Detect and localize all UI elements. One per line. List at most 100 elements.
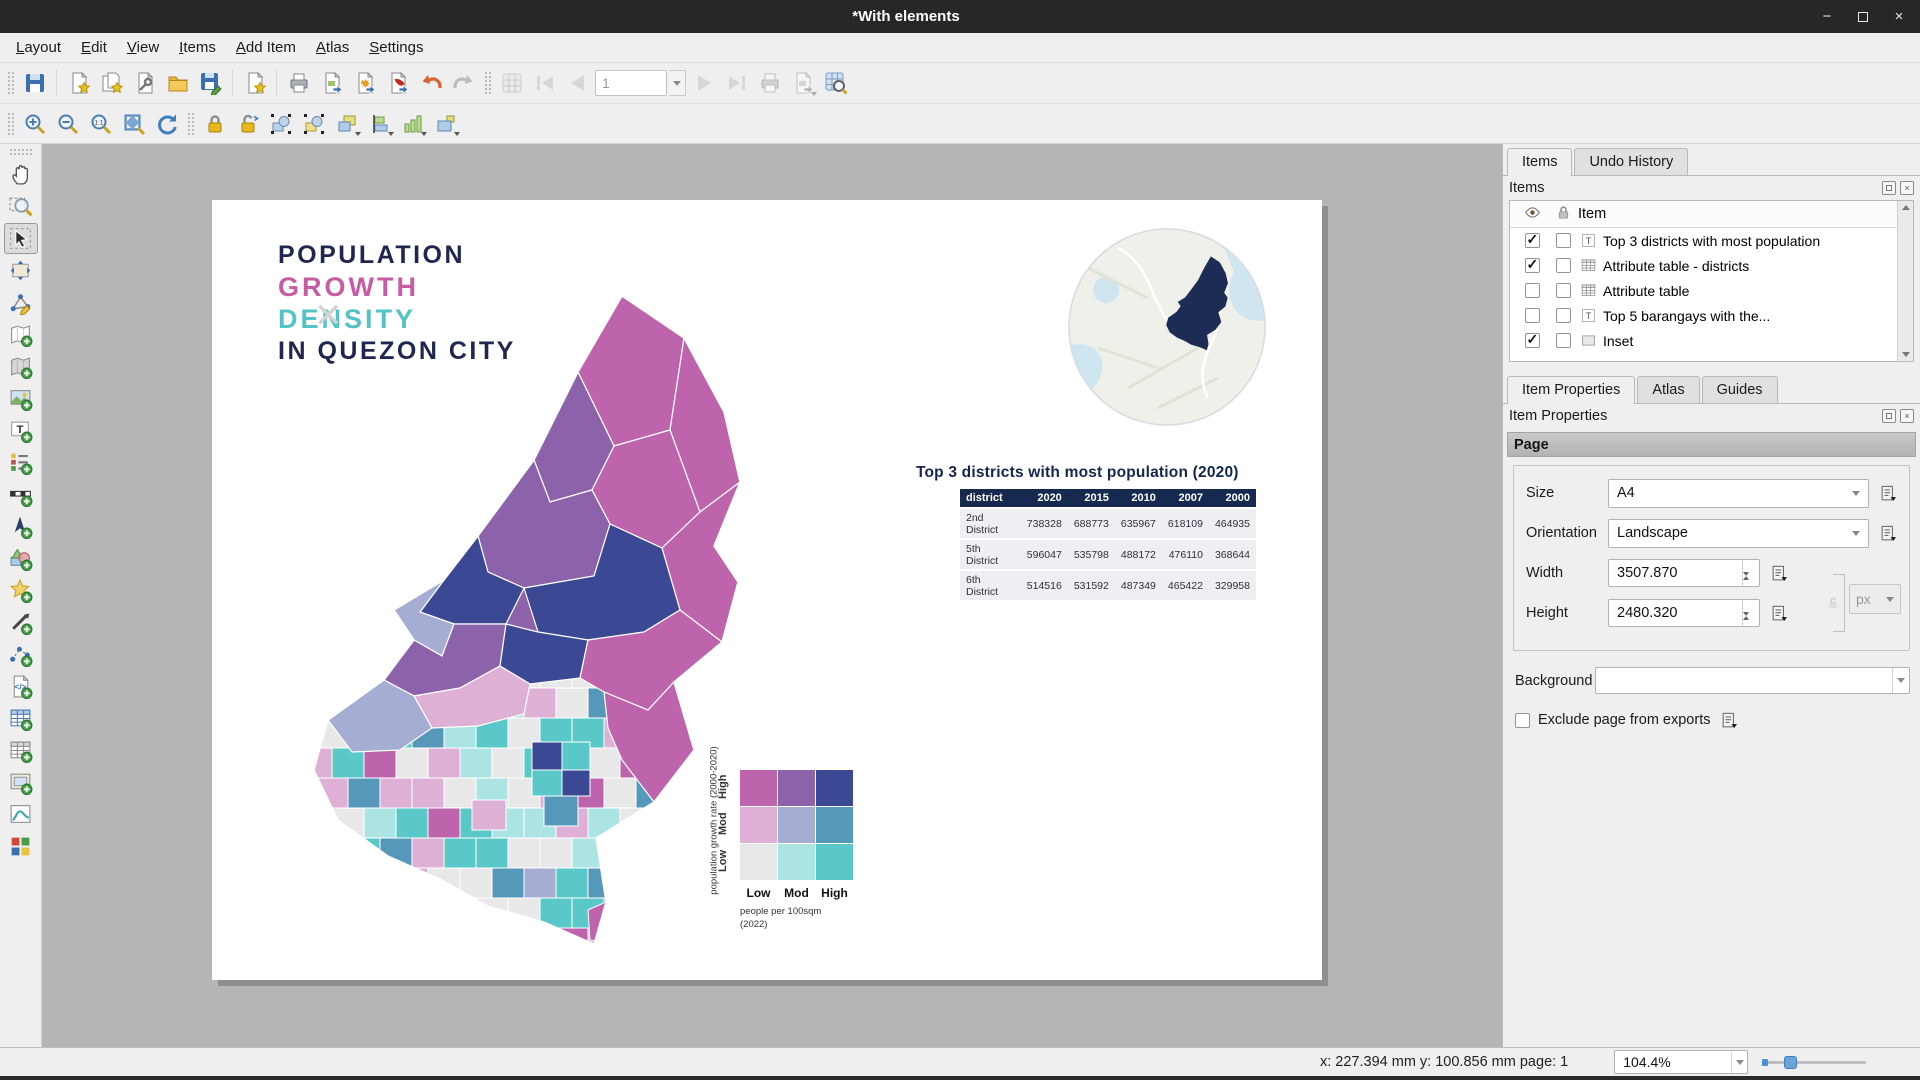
preview-atlas-button[interactable] <box>820 68 851 99</box>
slider-handle[interactable] <box>1784 1056 1797 1069</box>
slider-track[interactable] <box>1762 1061 1866 1064</box>
scroll-up-icon[interactable] <box>1902 205 1910 210</box>
lock-checkbox[interactable] <box>1556 308 1571 323</box>
list-item[interactable]: Attribute table - districts <box>1510 253 1913 278</box>
new-page-button[interactable] <box>239 68 270 99</box>
list-item[interactable]: Attribute table <box>1510 278 1913 303</box>
add-shape-button[interactable] <box>4 543 38 574</box>
tab-item-properties[interactable]: Item Properties <box>1507 376 1635 404</box>
bivariate-legend-item[interactable]: population growth rate (2000-2020) High … <box>682 760 912 940</box>
add-north-arrow-button[interactable] <box>4 511 38 542</box>
add-scalebar-button[interactable] <box>4 479 38 510</box>
menu-view[interactable]: View <box>117 35 169 60</box>
layout-manager-button[interactable] <box>129 68 160 99</box>
unlock-items-button[interactable] <box>232 108 263 139</box>
visibility-checkbox[interactable] <box>1525 333 1540 348</box>
toolbar-grip[interactable] <box>7 112 14 136</box>
raise-items-button[interactable] <box>331 108 362 139</box>
height-override-button[interactable] <box>1766 601 1792 625</box>
orientation-override-button[interactable] <box>1875 521 1901 545</box>
menu-edit[interactable]: Edit <box>71 35 117 60</box>
background-color-dropdown[interactable] <box>1892 668 1909 693</box>
lock-checkbox[interactable] <box>1556 233 1571 248</box>
float-panel-button[interactable] <box>1882 181 1896 195</box>
undo-button[interactable] <box>415 68 446 99</box>
zoom-in-button[interactable] <box>19 108 50 139</box>
zoom-full-button[interactable] <box>118 108 149 139</box>
exclude-page-checkbox[interactable] <box>1515 713 1530 728</box>
atlas-page-input[interactable]: 1 <box>595 70 667 96</box>
color-grid-tool-button[interactable] <box>4 831 38 862</box>
lock-checkbox[interactable] <box>1556 258 1571 273</box>
scroll-down-icon[interactable] <box>1902 352 1910 357</box>
toolbar-grip[interactable] <box>9 148 33 155</box>
menu-settings[interactable]: Settings <box>359 35 433 60</box>
spin-down-button[interactable] <box>1743 616 1759 632</box>
tab-guides[interactable]: Guides <box>1702 376 1778 403</box>
edit-nodes-item-button[interactable] <box>4 287 38 318</box>
add-picture-button[interactable] <box>4 383 38 414</box>
pan-tool-button[interactable] <box>4 159 38 190</box>
visibility-checkbox[interactable] <box>1525 258 1540 273</box>
menu-layout[interactable]: Layout <box>6 35 71 60</box>
atlas-first-button[interactable] <box>529 68 560 99</box>
visibility-checkbox[interactable] <box>1525 233 1540 248</box>
save-project-button[interactable] <box>19 68 50 99</box>
add-attribute-table-button[interactable] <box>4 703 38 734</box>
width-input[interactable]: 3507.870 <box>1608 559 1760 587</box>
atlas-settings-button[interactable] <box>496 68 527 99</box>
close-button[interactable]: × <box>1884 5 1914 29</box>
minimize-button[interactable]: − <box>1812 5 1842 29</box>
print-button[interactable] <box>283 68 314 99</box>
align-items-button[interactable] <box>364 108 395 139</box>
tab-items[interactable]: Items <box>1507 148 1572 176</box>
inset-map-item[interactable] <box>1068 228 1266 426</box>
export-svg-button[interactable] <box>349 68 380 99</box>
atlas-last-button[interactable] <box>721 68 752 99</box>
add-3d-map-button[interactable] <box>4 351 38 382</box>
visibility-checkbox[interactable] <box>1525 308 1540 323</box>
float-panel-button[interactable] <box>1882 409 1896 423</box>
atlas-next-button[interactable] <box>688 68 719 99</box>
size-select[interactable]: A4 <box>1608 479 1869 508</box>
export-pdf-button[interactable] <box>382 68 413 99</box>
add-marker-button[interactable] <box>4 575 38 606</box>
spin-down-button[interactable] <box>1743 576 1759 592</box>
add-legend-button[interactable] <box>4 447 38 478</box>
toolbar-grip[interactable] <box>187 112 194 136</box>
add-html-button[interactable]: </> <box>4 671 38 702</box>
print-atlas-button[interactable] <box>754 68 785 99</box>
menu-atlas[interactable]: Atlas <box>306 35 359 60</box>
toolbar-grip[interactable] <box>7 71 14 95</box>
add-node-item-button[interactable] <box>4 639 38 670</box>
open-template-button[interactable] <box>162 68 193 99</box>
lock-checkbox[interactable] <box>1556 283 1571 298</box>
tab-undo-history[interactable]: Undo History <box>1574 148 1688 175</box>
refresh-view-button[interactable] <box>151 108 182 139</box>
close-panel-button[interactable]: × <box>1900 409 1914 423</box>
units-select[interactable]: px <box>1849 584 1901 614</box>
orientation-select[interactable]: Landscape <box>1608 519 1869 548</box>
zoom-slider[interactable] <box>1762 1052 1866 1072</box>
visibility-checkbox[interactable] <box>1525 283 1540 298</box>
lock-checkbox[interactable] <box>1556 333 1571 348</box>
zoom-tool-button[interactable] <box>4 191 38 222</box>
background-color-button[interactable] <box>1595 667 1910 694</box>
new-layout-button[interactable] <box>63 68 94 99</box>
tab-atlas[interactable]: Atlas <box>1637 376 1699 403</box>
distribute-items-button[interactable] <box>397 108 428 139</box>
zoom-dropdown[interactable] <box>1731 1051 1747 1073</box>
width-override-button[interactable] <box>1766 561 1792 585</box>
export-atlas-button[interactable] <box>787 68 818 99</box>
select-move-item-button[interactable] <box>4 223 38 254</box>
add-elevation-profile-button[interactable] <box>4 799 38 830</box>
resize-items-button[interactable] <box>430 108 461 139</box>
lock-items-button[interactable] <box>199 108 230 139</box>
size-override-button[interactable] <box>1875 481 1901 505</box>
toolbar-grip[interactable] <box>484 71 491 95</box>
list-item[interactable]: T Top 5 barangays with the... <box>1510 303 1913 328</box>
close-panel-button[interactable]: × <box>1900 181 1914 195</box>
add-map-button[interactable] <box>4 319 38 350</box>
redo-button[interactable] <box>448 68 479 99</box>
add-fixed-table-button[interactable] <box>4 735 38 766</box>
